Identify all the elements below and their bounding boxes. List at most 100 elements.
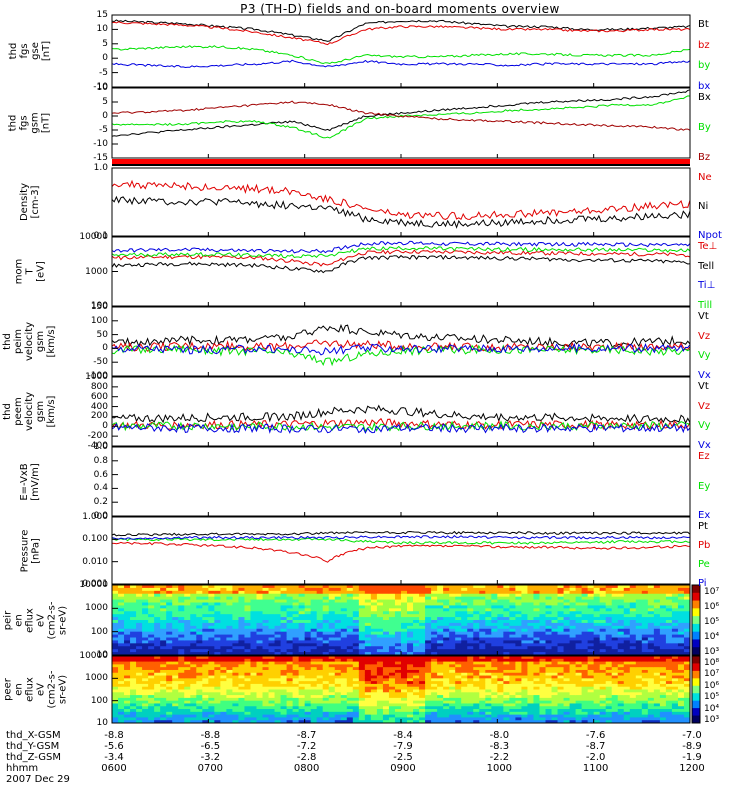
spectrogram-cell — [154, 661, 161, 665]
spectrogram-cell — [593, 631, 601, 636]
spectrogram-cell — [190, 634, 197, 638]
spectrogram-cell — [202, 605, 209, 609]
spectrogram-cell — [431, 631, 438, 636]
spectrogram-cell — [443, 611, 450, 615]
spectrogram-cell — [352, 605, 360, 609]
spectrogram-cell — [587, 646, 595, 650]
colorbar-swatch — [692, 639, 700, 648]
spectrogram-cell — [274, 683, 282, 688]
spectrogram-cell — [208, 689, 215, 693]
spectrogram-cell — [593, 695, 601, 699]
y-tick-label: -100 — [87, 371, 108, 381]
spectrogram-cell — [178, 640, 185, 644]
spectrogram-cell — [533, 678, 540, 682]
spectrogram-cell — [166, 683, 173, 688]
spectrogram-cell — [364, 711, 372, 716]
spectrogram-cell — [563, 675, 571, 679]
spectrogram-cell — [635, 711, 643, 716]
spectrogram-cell — [617, 717, 625, 721]
spectrogram-cell — [346, 681, 354, 685]
spectrogram-cell — [473, 620, 480, 624]
spectrogram-cell — [593, 669, 601, 674]
colorbar-swatch — [692, 600, 700, 609]
spectrogram-cell — [683, 695, 691, 699]
spectrogram-cell — [226, 672, 233, 677]
spectrogram-cell — [364, 656, 372, 660]
spectrogram-cell — [527, 681, 534, 685]
footer-value: -7.9 — [393, 741, 413, 752]
spectrogram-cell — [310, 717, 318, 721]
spectrogram-cell — [160, 622, 167, 627]
spectrogram-cell — [419, 646, 426, 650]
spectrogram-cell — [431, 658, 438, 663]
spectrogram-cell — [178, 585, 185, 589]
spectrogram-cell — [611, 620, 619, 624]
spectrogram-cell — [118, 706, 125, 710]
spectrogram-cell — [425, 689, 432, 693]
spectrogram-cell — [683, 614, 691, 618]
spectrogram-cell — [527, 695, 534, 699]
spectrogram-cell — [112, 703, 119, 707]
spectrogram-cell — [443, 658, 450, 663]
spectrogram-cell — [388, 714, 396, 718]
spectrogram-cell — [671, 622, 679, 627]
spectrogram-cell — [635, 675, 643, 679]
spectrogram-cell — [557, 661, 565, 665]
spectrogram-cell — [497, 620, 504, 624]
spectrogram-cell — [653, 664, 661, 668]
spectrogram-cell — [316, 686, 324, 690]
spectrogram-cell — [545, 649, 553, 653]
spectrogram-cell — [208, 599, 215, 603]
spectrogram-cell — [352, 664, 360, 668]
spectrogram-cell — [148, 587, 155, 592]
spectrogram-cell — [659, 683, 667, 688]
spectrogram-cell — [112, 625, 119, 630]
spectrogram-cell — [599, 711, 607, 716]
spectrogram-cell — [539, 625, 546, 630]
spectrogram-cell — [485, 700, 492, 704]
spectrogram-cell — [340, 658, 348, 663]
spectrogram-cell — [629, 640, 637, 644]
spectrogram-cell — [286, 652, 294, 656]
spectrogram-cell — [515, 608, 522, 612]
spectrogram-cell — [166, 652, 173, 656]
spectrogram-cell — [322, 611, 330, 615]
spectrogram-cell — [551, 631, 559, 636]
spectrogram-cell — [352, 590, 360, 595]
spectrogram-cell — [328, 700, 336, 704]
spectrogram-cell — [635, 646, 643, 650]
spectrogram-cell — [563, 599, 571, 603]
spectrogram-cell — [683, 637, 691, 641]
spectrogram-cell — [244, 664, 251, 668]
legend-Ti⊥: Ti⊥ — [698, 280, 716, 292]
spectrogram-cell — [160, 643, 167, 647]
spectrogram-cell — [665, 640, 673, 644]
spectrogram-cell — [431, 628, 438, 633]
spectrogram-cell — [593, 587, 601, 592]
spectrogram-cell — [569, 714, 577, 718]
spectrogram-cell — [461, 587, 468, 592]
spectrogram-cell — [515, 652, 522, 656]
spectrogram-cell — [677, 637, 685, 641]
spectrogram-cell — [364, 692, 372, 696]
spectrogram-cell — [641, 720, 649, 724]
spectrogram-cell — [593, 625, 601, 630]
spectrogram-cell — [605, 622, 613, 627]
spectrogram-cell — [262, 720, 270, 724]
spectrogram-cell — [407, 596, 414, 601]
spectrogram-cell — [593, 709, 601, 713]
spectrogram-cell — [220, 587, 227, 592]
series-line-By — [111, 95, 691, 139]
spectrogram-cell — [587, 596, 595, 601]
spectrogram-cell — [611, 681, 619, 685]
spectrogram-cell — [413, 695, 420, 699]
spectrogram-cell — [425, 656, 432, 660]
spectrogram-cell — [202, 717, 209, 721]
spectrogram-cell — [196, 605, 203, 609]
spectrogram-cell — [581, 669, 589, 674]
spectrogram-cell — [148, 649, 155, 653]
spectrogram-cell — [575, 634, 583, 638]
series-line-Tell — [111, 254, 691, 274]
spectrogram-cell — [527, 631, 534, 636]
spectrogram-cell — [268, 717, 276, 721]
